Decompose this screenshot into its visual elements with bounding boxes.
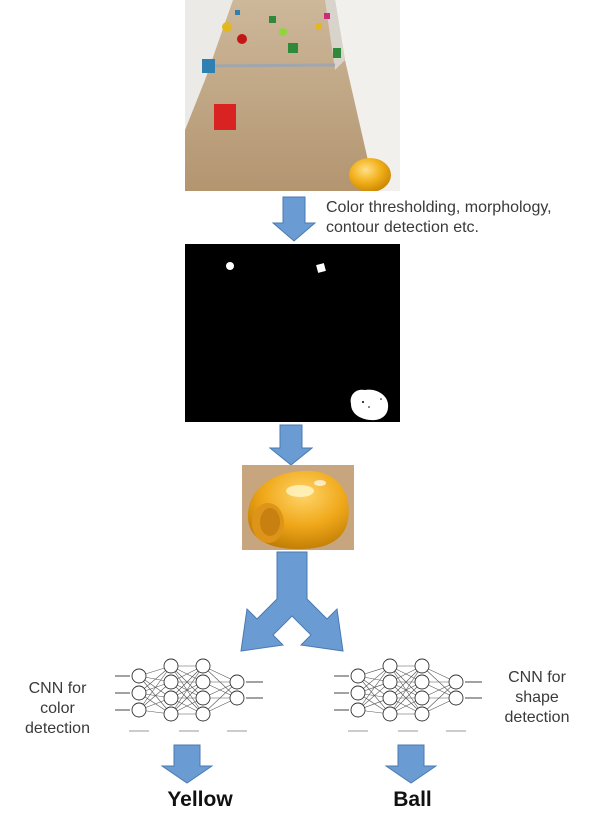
cnn-shape-line-1: CNN for [508, 669, 566, 686]
cnn-shape-line-3: detection [504, 709, 570, 726]
cnn-shape-diagram [318, 656, 490, 738]
cnn-shape-label: CNN for shape detection [497, 668, 577, 728]
color-result: Yellow [167, 788, 233, 811]
cnn-color-line-2: color [40, 700, 75, 717]
cnn-color-line-3: detection [25, 720, 90, 737]
step-label-line-1: Color thresholding, morphology, [326, 199, 552, 216]
cnn-color-label: CNN for color detection [20, 679, 95, 739]
yellow-ball [349, 158, 391, 191]
down-arrow-1 [272, 196, 316, 242]
down-arrow-2 [269, 424, 313, 466]
step-label-line-2: contour detection etc. [326, 219, 479, 236]
down-arrow-shape [385, 744, 437, 784]
cnn-color-diagram [99, 656, 271, 738]
cnn-shape-line-2: shape [515, 689, 559, 706]
shape-result: Ball [393, 788, 432, 811]
cropped-ball-image [242, 465, 354, 550]
processing-step-label: Color thresholding, morphology, contour … [326, 198, 606, 238]
binary-mask-image [185, 244, 400, 422]
cnn-color-line-1: CNN for [28, 680, 87, 697]
blue-cube [202, 59, 215, 73]
arena-photo [185, 0, 400, 191]
down-arrow-color [161, 744, 213, 784]
split-arrow [240, 551, 344, 652]
red-cube [214, 104, 236, 130]
